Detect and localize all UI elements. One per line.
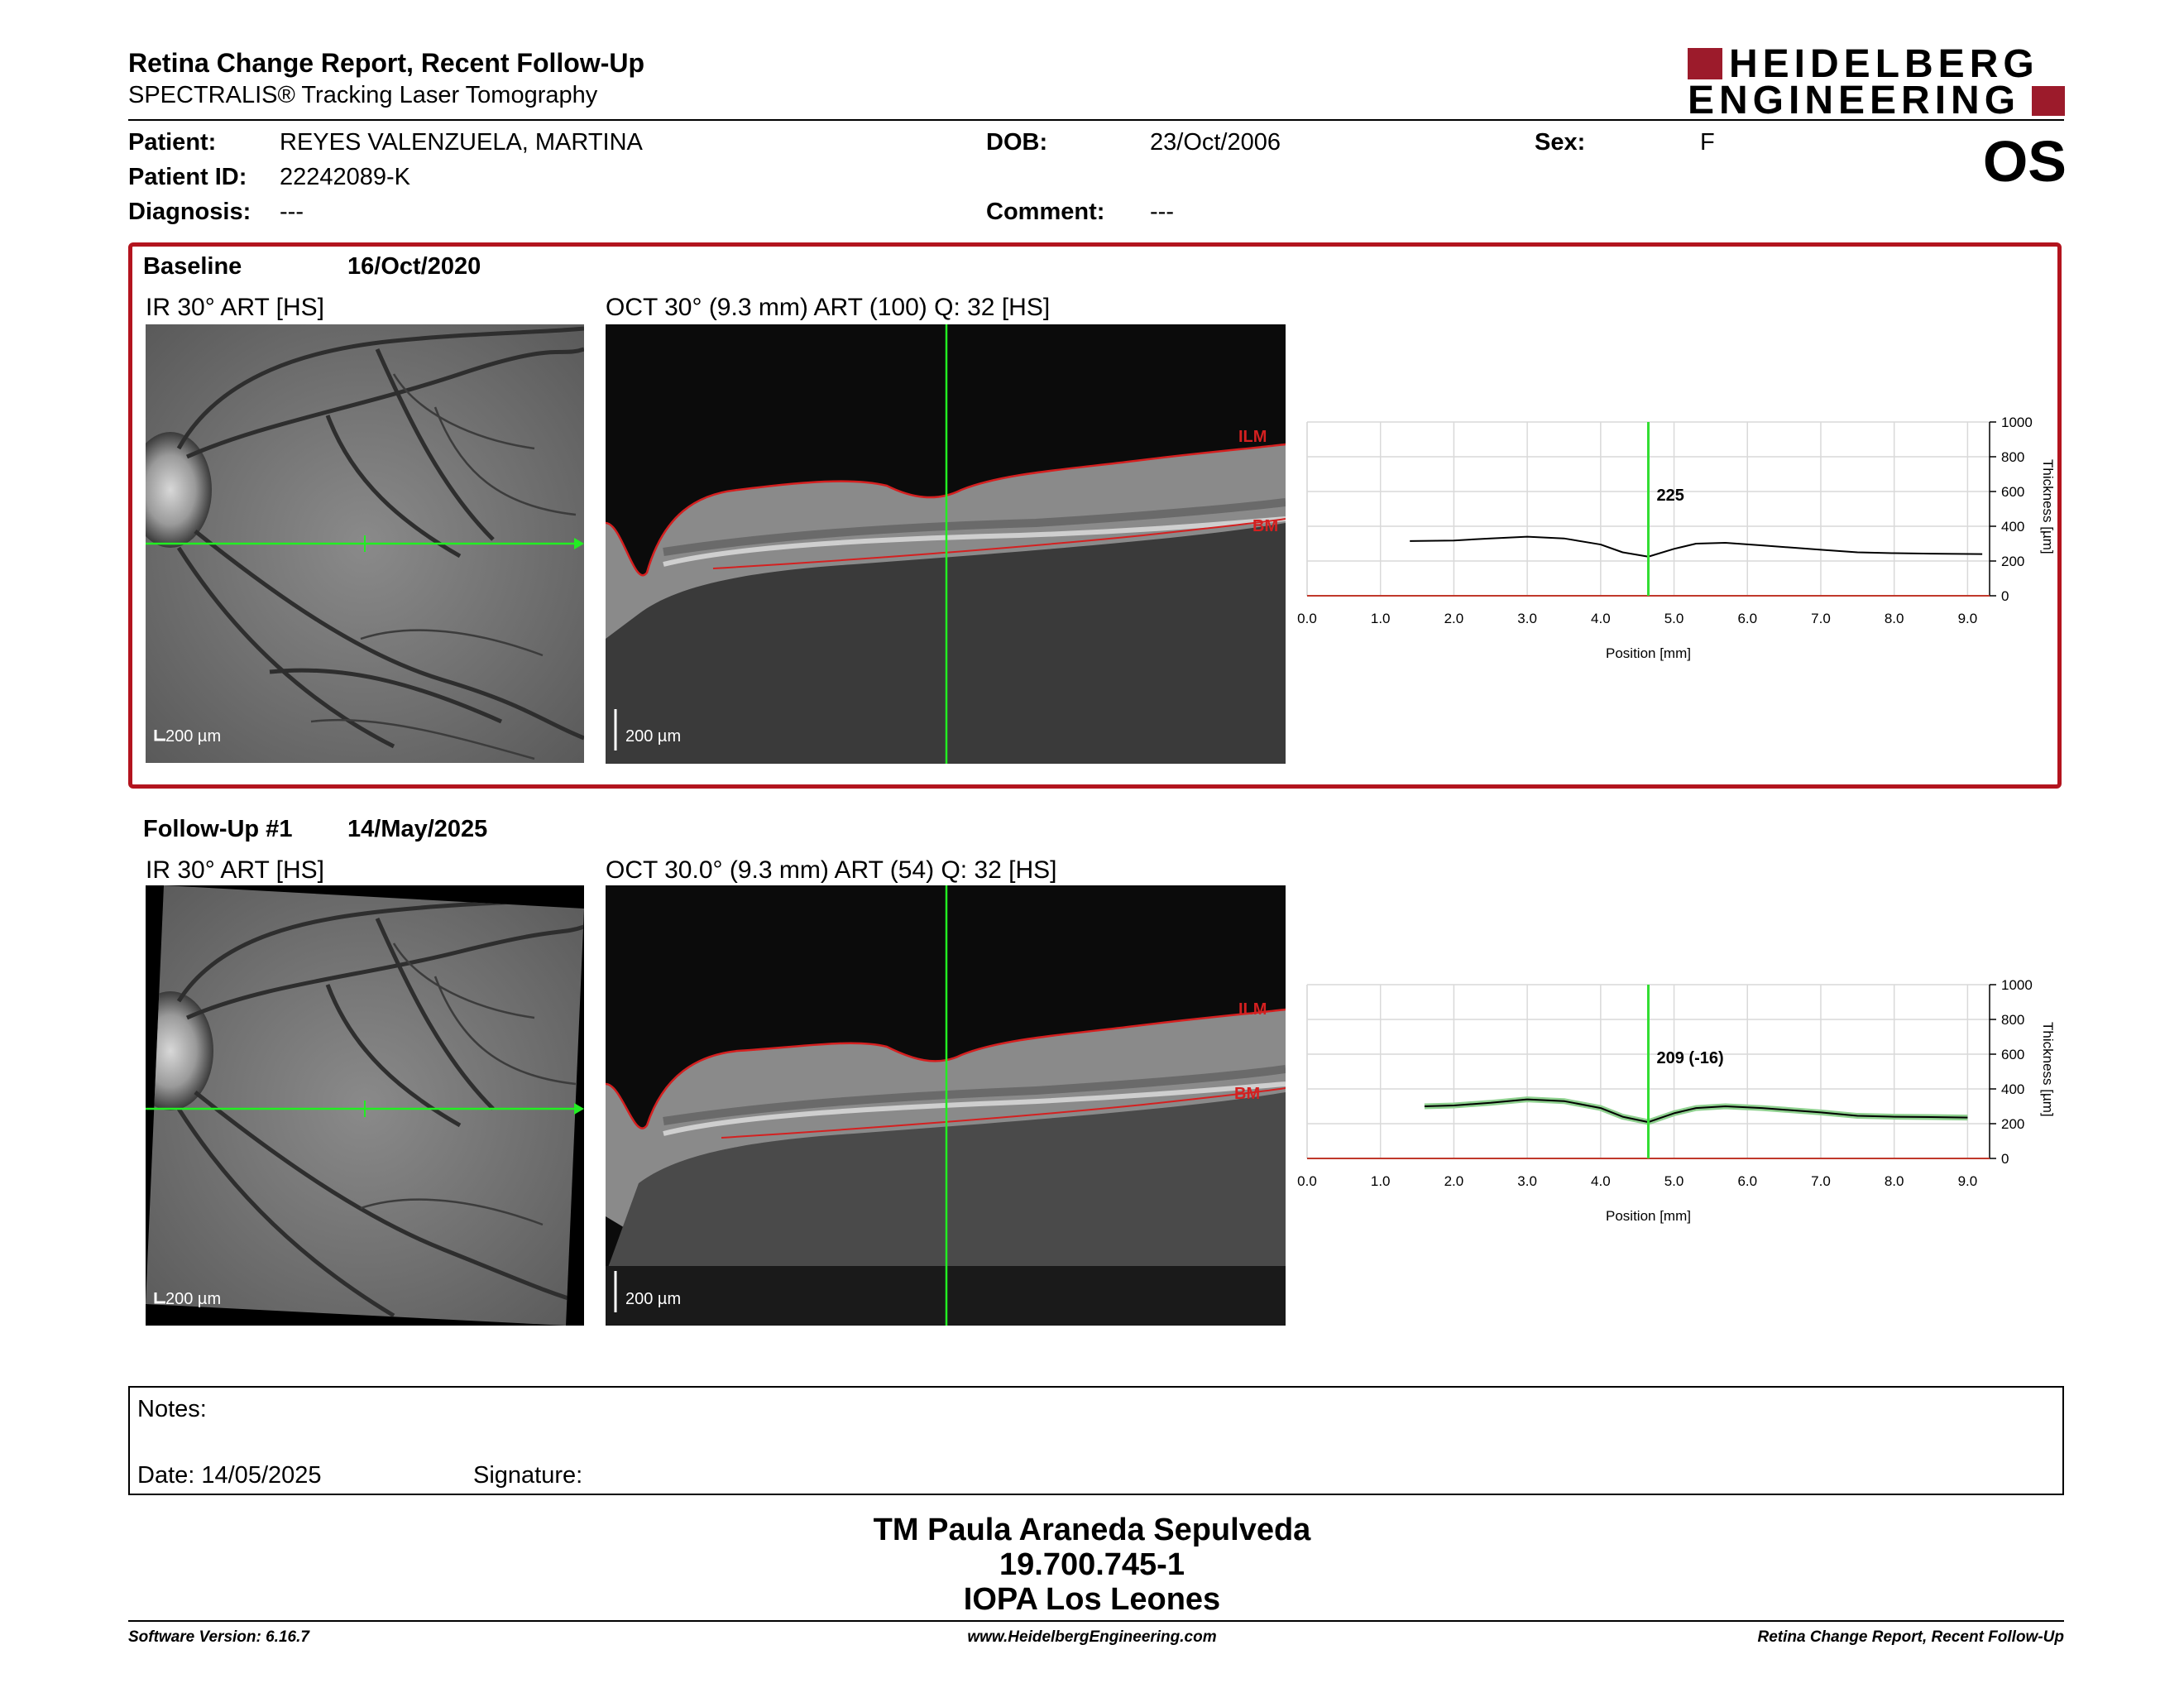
signature-name: TM Paula Araneda Sepulveda bbox=[873, 1513, 1311, 1547]
x-tick-label: 0.0 bbox=[1297, 611, 1317, 626]
sex-value: F bbox=[1700, 129, 1715, 156]
y-tick-label: 0 bbox=[2001, 588, 2009, 604]
x-tick-label: 4.0 bbox=[1591, 611, 1611, 626]
eye-indicator: OS bbox=[1982, 129, 2067, 194]
baseline-date: 16/Oct/2020 bbox=[347, 253, 481, 280]
x-axis-label: Position [mm] bbox=[1606, 645, 1691, 661]
x-tick-label: 5.0 bbox=[1664, 611, 1684, 626]
y-tick-label: 200 bbox=[2001, 1116, 2024, 1132]
x-tick-label: 2.0 bbox=[1444, 611, 1464, 626]
notes-signature-label: Signature: bbox=[473, 1462, 583, 1489]
patient-id-label: Patient ID: bbox=[128, 164, 247, 190]
logo-line-2: ENGINEERING bbox=[1688, 79, 2021, 122]
baseline-label: Baseline bbox=[143, 253, 242, 280]
followup-oct-caption: OCT 30.0° (9.3 mm) ART (54) Q: 32 [HS] bbox=[606, 856, 1057, 884]
y-tick-label: 400 bbox=[2001, 519, 2024, 535]
followup-ir-caption: IR 30° ART [HS] bbox=[146, 856, 324, 884]
baseline-oct-bscan-image: ILM BM 200 µm bbox=[606, 324, 1286, 764]
y-axis-label: Thickness [µm] bbox=[2040, 459, 2056, 554]
x-axis-label: Position [mm] bbox=[1606, 1208, 1691, 1224]
logo-red-square-top bbox=[1688, 48, 1722, 79]
followup-thickness-chart: 0.0 1.0 2.0 3.0 4.0 5.0 6.0 7.0 8.0 9.0 0 200 400 600… bbox=[1297, 977, 2056, 1224]
series-band bbox=[1424, 1096, 1968, 1125]
notes-date: Date: 14/05/2025 bbox=[137, 1462, 322, 1489]
diagnosis-label: Diagnosis: bbox=[128, 199, 251, 225]
x-tick-label: 2.0 bbox=[1444, 1173, 1464, 1189]
followup-oct-bscan-image: ILM BM 200 µm bbox=[606, 885, 1286, 1326]
footer-software-version: Software Version: 6.16.7 bbox=[128, 1628, 309, 1646]
x-tick-label: 4.0 bbox=[1591, 1173, 1611, 1189]
y-tick-label: 600 bbox=[2001, 1047, 2024, 1062]
x-tick-label: 7.0 bbox=[1811, 1173, 1831, 1189]
logo-line-1: HEIDELBERG bbox=[1729, 42, 2039, 86]
thickness-series-line bbox=[1424, 1098, 1968, 1124]
sex-label: Sex: bbox=[1535, 129, 1586, 156]
x-tick-label: 5.0 bbox=[1664, 1173, 1684, 1189]
x-tick-label: 7.0 bbox=[1811, 611, 1831, 626]
y-axis-label: Thickness [µm] bbox=[2040, 1022, 2056, 1117]
followup-date: 14/May/2025 bbox=[347, 816, 488, 842]
baseline-ilm-label: ILM bbox=[1238, 428, 1267, 446]
x-tick-label: 8.0 bbox=[1885, 1173, 1904, 1189]
signature-institution: IOPA Los Leones bbox=[963, 1582, 1221, 1617]
x-tick-label: 1.0 bbox=[1371, 1173, 1391, 1189]
followup-bm-label: BM bbox=[1234, 1085, 1260, 1103]
comment-value: --- bbox=[1150, 199, 1174, 225]
x-tick-label: 9.0 bbox=[1958, 1173, 1978, 1189]
x-tick-label: 6.0 bbox=[1737, 611, 1757, 626]
logo-red-square-bottom bbox=[2032, 86, 2065, 116]
report-subtitle: SPECTRALIS® Tracking Laser Tomography bbox=[128, 82, 598, 108]
y-tick-label: 600 bbox=[2001, 484, 2024, 500]
followup-oct-scale: 200 µm bbox=[625, 1290, 682, 1308]
followup-ir-fundus-image: 200 µm bbox=[146, 885, 584, 1326]
baseline-ir-scale: 200 µm bbox=[165, 727, 222, 746]
y-tick-label: 800 bbox=[2001, 1012, 2024, 1028]
baseline-oct-scale: 200 µm bbox=[625, 727, 682, 746]
baseline-bm-label: BM bbox=[1252, 517, 1278, 535]
x-tick-label: 3.0 bbox=[1517, 1173, 1537, 1189]
footer-website[interactable]: www.HeidelbergEngineering.com bbox=[967, 1628, 1217, 1646]
y-tick-label: 1000 bbox=[2001, 977, 2033, 993]
cursor-value-label: 209 (-16) bbox=[1657, 1049, 1724, 1067]
footer-report-name: Retina Change Report, Recent Follow-Up bbox=[1757, 1628, 2064, 1646]
report-title: Retina Change Report, Recent Follow-Up bbox=[128, 48, 645, 78]
thickness-series-line bbox=[1410, 535, 1983, 558]
baseline-ir-caption: IR 30° ART [HS] bbox=[146, 294, 324, 321]
patient-label: Patient: bbox=[128, 129, 217, 156]
x-tick-label: 0.0 bbox=[1297, 1173, 1317, 1189]
baseline-frame bbox=[128, 242, 2062, 789]
baseline-ir-fundus-image: 200 µm bbox=[146, 324, 584, 763]
followup-ir-scale: 200 µm bbox=[165, 1290, 222, 1308]
baseline-thickness-chart: 0.0 1.0 2.0 3.0 4.0 5.0 6.0 7.0 8.0 9.0 0 200 400 600… bbox=[1297, 415, 2056, 661]
y-tick-label: 400 bbox=[2001, 1081, 2024, 1097]
cursor-value-label: 225 bbox=[1657, 487, 1684, 505]
patient-id-value: 22242089-K bbox=[280, 164, 411, 190]
followup-ilm-label: ILM bbox=[1238, 1000, 1267, 1019]
footer-divider bbox=[128, 1620, 2064, 1622]
x-tick-label: 9.0 bbox=[1958, 611, 1978, 626]
y-tick-label: 800 bbox=[2001, 449, 2024, 465]
notes-label: Notes: bbox=[137, 1396, 207, 1422]
header-divider bbox=[128, 119, 2064, 121]
x-tick-label: 6.0 bbox=[1737, 1173, 1757, 1189]
x-tick-label: 1.0 bbox=[1371, 611, 1391, 626]
dob-value: 23/Oct/2006 bbox=[1150, 129, 1281, 156]
signature-id: 19.700.745-1 bbox=[999, 1547, 1185, 1582]
diagnosis-value: --- bbox=[280, 199, 304, 225]
x-tick-label: 3.0 bbox=[1517, 611, 1537, 626]
y-tick-label: 1000 bbox=[2001, 415, 2033, 430]
dob-label: DOB: bbox=[986, 129, 1048, 156]
patient-name: REYES VALENZUELA, MARTINA bbox=[280, 129, 643, 156]
notes-box[interactable]: Notes: Date: 14/05/2025 Signature: bbox=[128, 1386, 2064, 1495]
baseline-oct-caption: OCT 30° (9.3 mm) ART (100) Q: 32 [HS] bbox=[606, 294, 1051, 321]
followup-label: Follow-Up #1 bbox=[143, 816, 293, 842]
comment-label: Comment: bbox=[986, 199, 1105, 225]
y-tick-label: 200 bbox=[2001, 554, 2024, 569]
y-tick-label: 0 bbox=[2001, 1151, 2009, 1167]
x-tick-label: 8.0 bbox=[1885, 611, 1904, 626]
